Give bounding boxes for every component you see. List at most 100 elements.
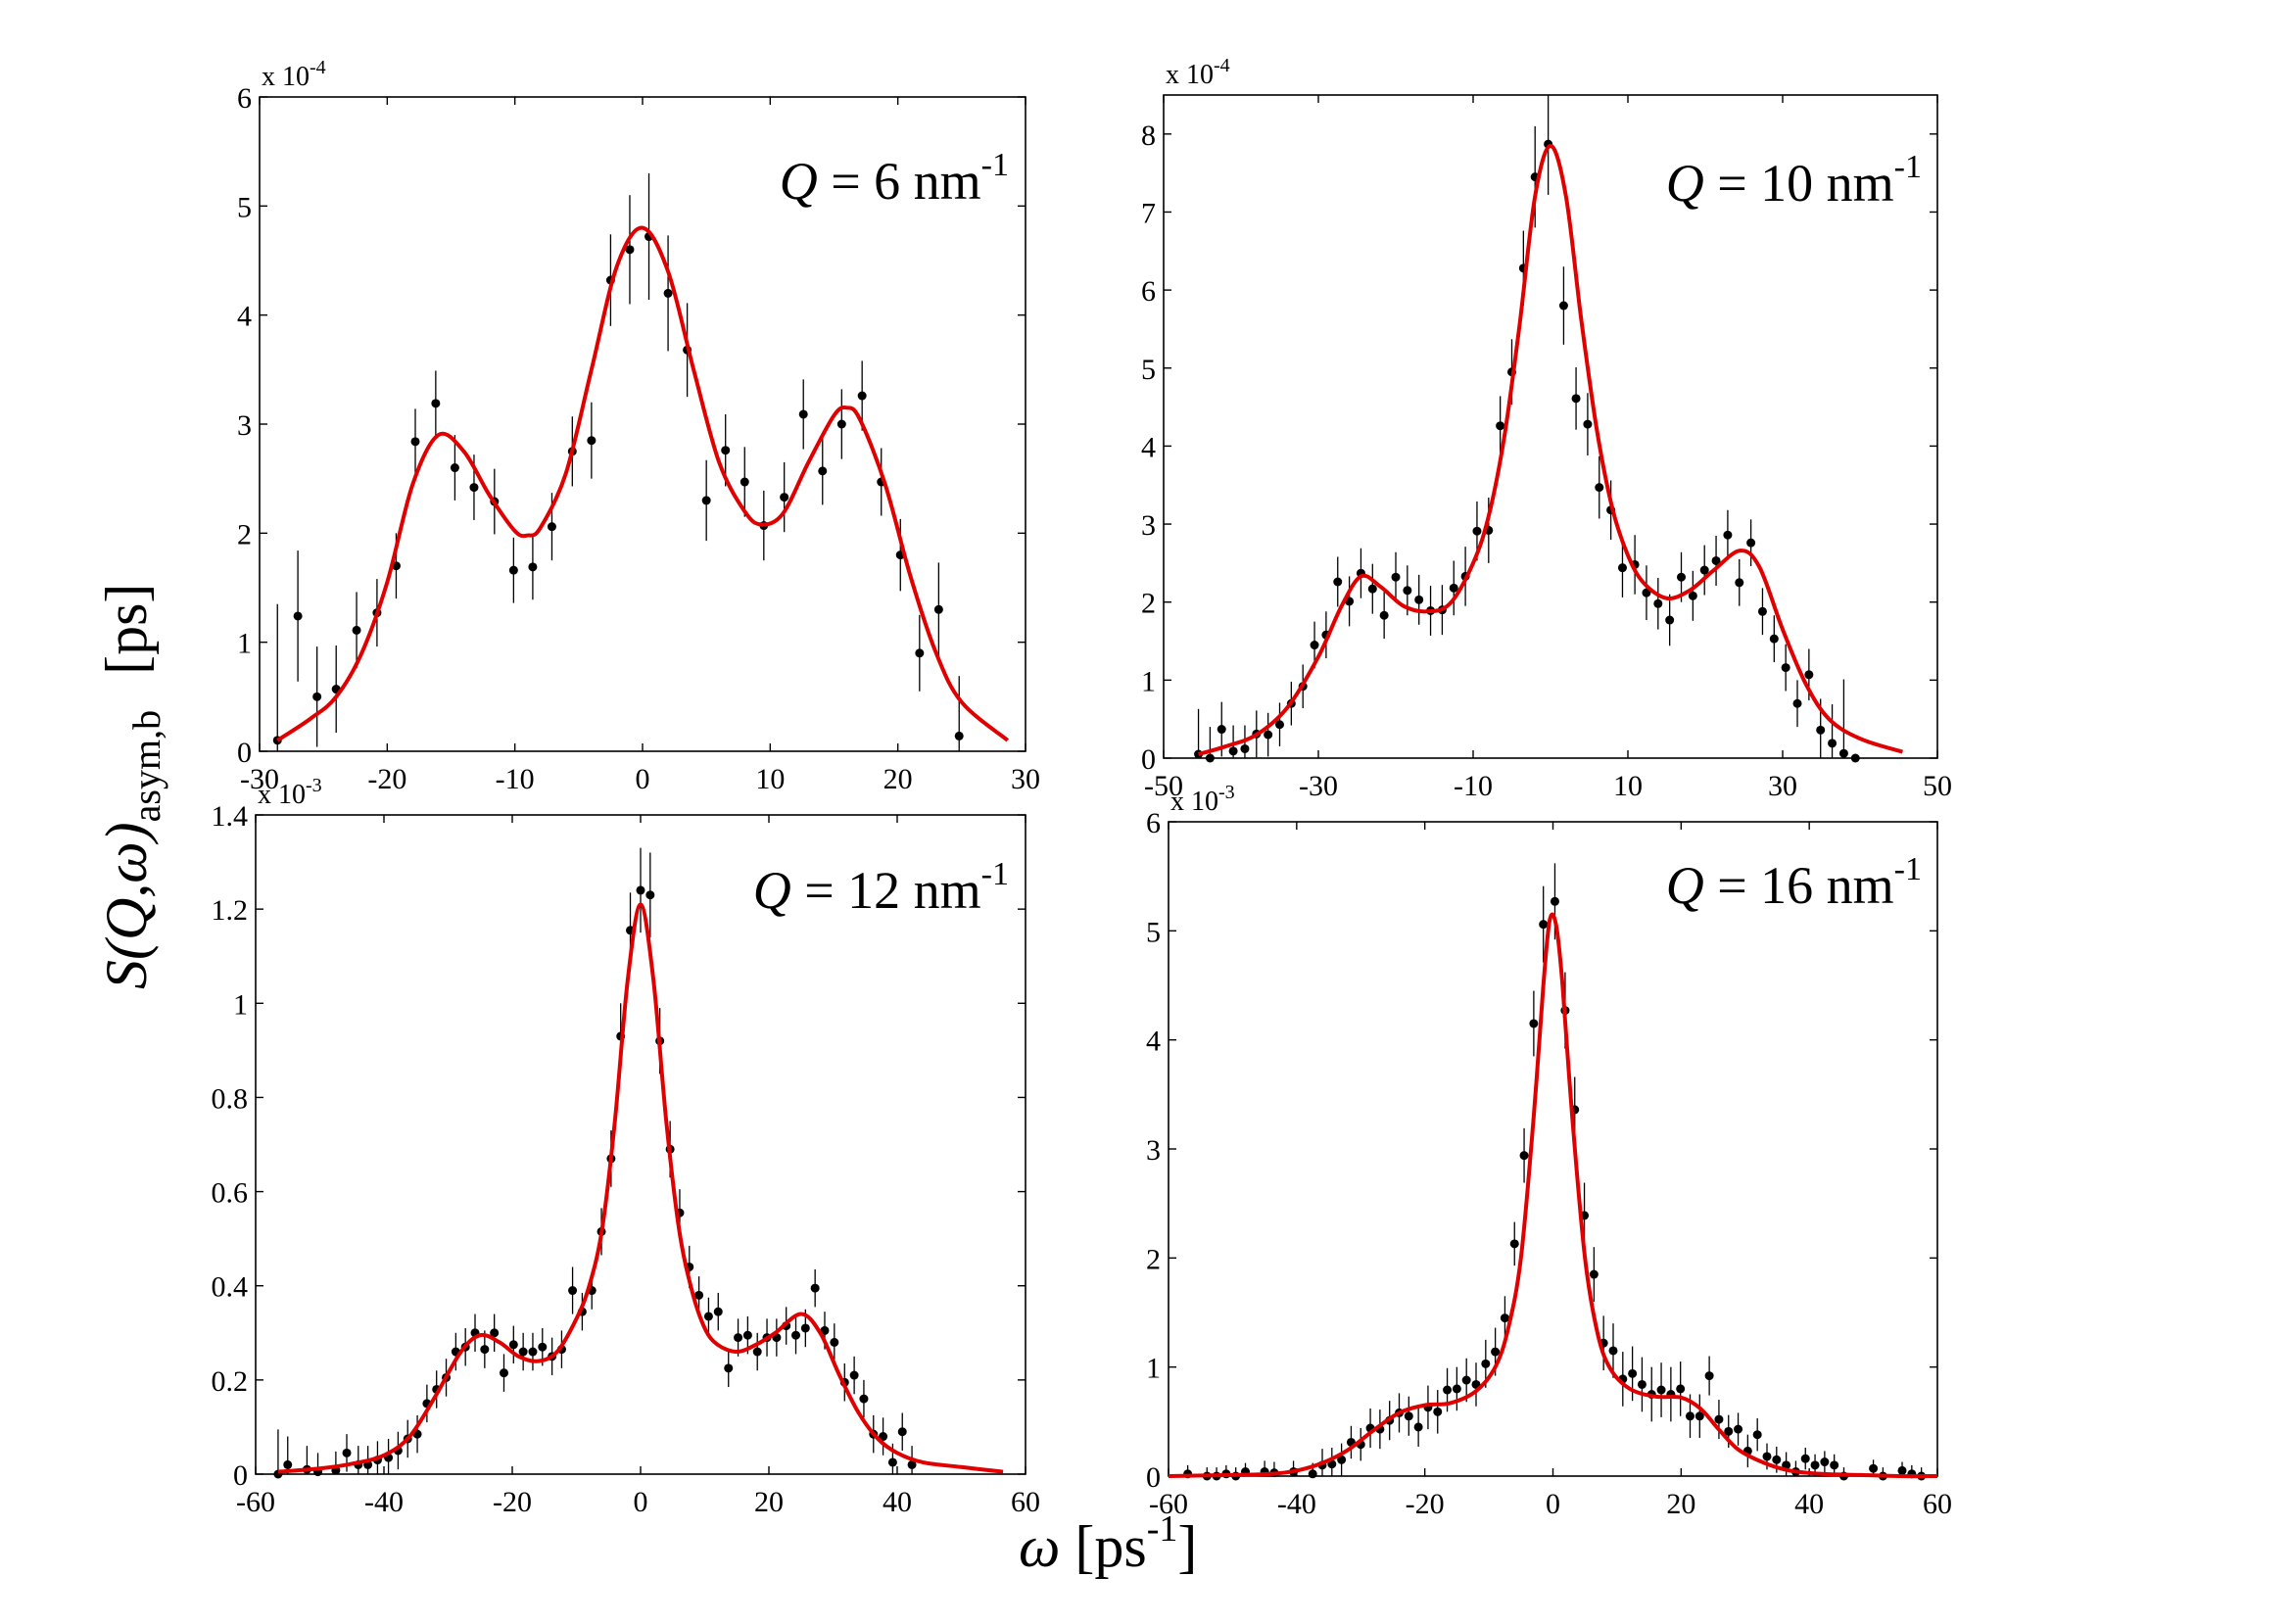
q-annotation-value: = 16 nm: [1704, 856, 1894, 915]
data-point: [1653, 598, 1663, 608]
x-tick-label: 0: [634, 1486, 648, 1518]
data-point: [1869, 1463, 1879, 1473]
data-point: [703, 1312, 713, 1321]
data-point: [508, 1340, 518, 1350]
y-tick-label: 5: [237, 191, 252, 223]
data-point: [538, 1342, 548, 1352]
y-tick-label: 0: [233, 1459, 248, 1492]
data-point: [1772, 1455, 1782, 1464]
x-tick-label: 30: [1011, 763, 1040, 795]
data-point: [1830, 1460, 1839, 1470]
data-point: [1792, 698, 1802, 708]
data-point: [645, 890, 655, 900]
data-point: [1583, 419, 1593, 429]
q-annotation-symbol: Q: [1666, 856, 1704, 915]
y-tick-label: 2: [1146, 1243, 1161, 1275]
x-tick-label: 60: [1011, 1486, 1040, 1518]
data-point: [1443, 1385, 1453, 1395]
data-point: [1264, 730, 1273, 740]
q-annotation-sup: -1: [981, 856, 1009, 892]
fit-curve: [1168, 912, 1938, 1479]
data-point: [830, 1337, 839, 1347]
data-point: [694, 1290, 704, 1300]
data-point: [312, 692, 322, 701]
data-point: [1379, 610, 1389, 620]
y-tick-label: 4: [1146, 1026, 1161, 1058]
x-axis-label: ω [ps-1]: [1019, 1508, 1198, 1581]
y-tick-label: 1: [237, 628, 252, 660]
data-point: [798, 409, 808, 419]
x-tick-label: 10: [1613, 770, 1643, 802]
data-point: [1240, 743, 1250, 753]
x-tick-label: 0: [636, 763, 650, 795]
data-point: [1413, 1422, 1423, 1432]
data-point: [1509, 1239, 1519, 1249]
data-point: [724, 1363, 734, 1373]
x-tick-label: 30: [1768, 770, 1797, 802]
data-point: [1461, 1375, 1471, 1385]
fit-curve: [276, 225, 1010, 742]
y-tick-label: 1: [1141, 665, 1156, 697]
y-tick-label: 1: [1146, 1353, 1161, 1385]
data-point: [1519, 1151, 1529, 1161]
data-point: [568, 1286, 578, 1296]
y-tick-label: 5: [1146, 916, 1161, 948]
data-point: [1550, 896, 1559, 906]
y-tick-label: 2: [1141, 588, 1156, 620]
x-tick-label: -60: [236, 1486, 275, 1518]
y-exponent-base: x 10: [258, 780, 306, 810]
data-point: [508, 565, 518, 575]
x-tick-label: -40: [364, 1486, 404, 1518]
data-point: [1897, 1465, 1907, 1475]
y-exponent-label: x 10-4: [262, 57, 326, 92]
data-points: [273, 847, 917, 1479]
data-point: [857, 391, 867, 401]
data-point: [1617, 563, 1627, 573]
data-point: [780, 493, 789, 502]
data-point: [1205, 753, 1215, 763]
data-point: [1688, 591, 1697, 600]
data-point: [1571, 394, 1581, 404]
data-point: [1816, 725, 1826, 735]
data-point: [954, 731, 964, 740]
y-axis-label-subscript: asym,b: [124, 709, 168, 823]
data-point: [1589, 1269, 1599, 1279]
y-tick-label: 5: [1141, 354, 1156, 386]
q-annotation-sup: -1: [981, 147, 1009, 183]
data-point: [1481, 1359, 1491, 1368]
data-point: [1723, 530, 1733, 540]
data-point: [742, 1330, 752, 1340]
x-axis-label-symbol: ω: [1019, 1514, 1061, 1579]
x-tick-label: 40: [1794, 1488, 1824, 1520]
data-point: [625, 245, 635, 255]
y-tick-label: 0: [1146, 1461, 1161, 1494]
data-point: [820, 1325, 830, 1335]
data-point: [818, 466, 828, 476]
x-axis-label-unit-close: ]: [1177, 1514, 1198, 1579]
data-point: [1500, 1314, 1509, 1323]
data-point: [740, 477, 749, 487]
panel-1: -30 -20 -10 0 10 20 30 0 1 2 3 4 5 6 x 10-4 Q = 6 nm-1: [237, 57, 1040, 795]
data-point: [1762, 1452, 1772, 1461]
y-tick-label: 4: [237, 301, 252, 333]
y-exponent-label: x 10-3: [258, 775, 322, 810]
x-tick-label: 20: [883, 763, 913, 795]
x-tick-label: 10: [755, 763, 785, 795]
data-point: [1769, 634, 1779, 644]
data-point: [1804, 670, 1814, 680]
q-annotation-value: = 12 nm: [791, 861, 981, 920]
data-point: [1850, 753, 1860, 763]
data-point: [490, 1328, 500, 1338]
x-tick-label: -20: [493, 1486, 532, 1518]
x-tick-label: -30: [240, 763, 279, 795]
data-point: [410, 437, 420, 447]
data-point: [849, 1370, 859, 1380]
data-point: [1699, 565, 1709, 575]
y-tick-label: 3: [1141, 509, 1156, 542]
data-point: [1694, 1411, 1704, 1421]
y-exponent-label: x 10-4: [1166, 55, 1230, 90]
x-tick-label: 50: [1923, 770, 1952, 802]
data-point: [1781, 663, 1790, 673]
